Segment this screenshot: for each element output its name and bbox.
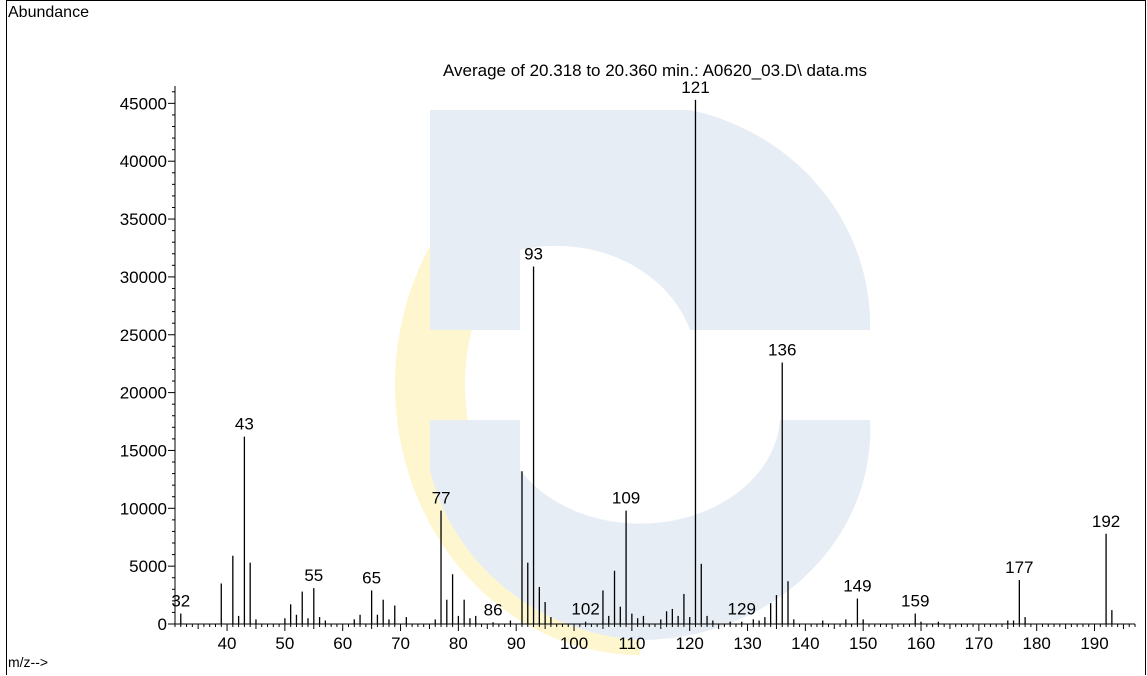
watermark-logo: [395, 110, 871, 655]
x-tick-label: 100: [560, 634, 588, 653]
x-tick-label: 80: [449, 634, 468, 653]
x-tick-label: 130: [733, 634, 761, 653]
peak-label-149: 149: [843, 577, 871, 596]
x-tick-label: 40: [218, 634, 237, 653]
y-tick-label: 5000: [129, 557, 167, 576]
chart-title: Average of 20.318 to 20.360 min.: A0620_…: [443, 61, 867, 80]
x-tick-label: 60: [333, 634, 352, 653]
x-tick-label: 170: [965, 634, 993, 653]
peak-label-65: 65: [362, 568, 381, 587]
watermark-upper-mark: [430, 110, 871, 330]
peaks: [180, 99, 1113, 624]
watermark-cutout: [520, 420, 780, 524]
x-tick-label: 120: [676, 634, 704, 653]
x-tick-label: 90: [507, 634, 526, 653]
x-tick-label: 140: [791, 634, 819, 653]
x-tick-label: 180: [1022, 634, 1050, 653]
peak-label-43: 43: [235, 415, 254, 434]
y-tick-label: 30000: [120, 268, 167, 287]
peak-label-93: 93: [524, 244, 543, 263]
peak-label-192: 192: [1092, 512, 1120, 531]
x-tick-label: 190: [1080, 634, 1108, 653]
x-tick-label: 150: [849, 634, 877, 653]
y-tick-label: 35000: [120, 210, 167, 229]
peak-label-121: 121: [681, 78, 709, 97]
plot-frame: [6, 0, 1146, 675]
x-axis-title: m/z-->: [8, 654, 49, 670]
peak-label-102: 102: [571, 600, 599, 619]
y-tick-label: 20000: [120, 384, 167, 403]
peak-label-129: 129: [728, 600, 756, 619]
y-axis-title: Abundance: [8, 4, 89, 21]
peak-label-77: 77: [432, 489, 451, 508]
peak-label-136: 136: [768, 341, 796, 360]
y-tick-label: 10000: [120, 499, 167, 518]
x-tick-label: 70: [391, 634, 410, 653]
peak-label-86: 86: [484, 600, 503, 619]
x-tick-label: 160: [907, 634, 935, 653]
peak-label-177: 177: [1005, 558, 1033, 577]
peak-label-32: 32: [171, 592, 190, 611]
peak-label-55: 55: [304, 566, 323, 585]
y-tick-label: 0: [158, 615, 167, 634]
y-tick-label: 25000: [120, 326, 167, 345]
peak-label-159: 159: [901, 592, 929, 611]
peak-label-109: 109: [612, 489, 640, 508]
y-tick-label: 40000: [120, 152, 167, 171]
x-tick-label: 50: [275, 634, 294, 653]
axes: 40 50 60 70 80 90 100 110 120 130 140 150 160 170 180 1…: [120, 86, 1136, 653]
peak-labels: 32 43 55 65 77 86 93 102 109 121 129 136 149 159 177 19…: [171, 78, 1120, 619]
y-tick-label: 15000: [120, 441, 167, 460]
x-tick-label: 110: [618, 634, 645, 653]
y-tick-label: 45000: [120, 94, 167, 113]
